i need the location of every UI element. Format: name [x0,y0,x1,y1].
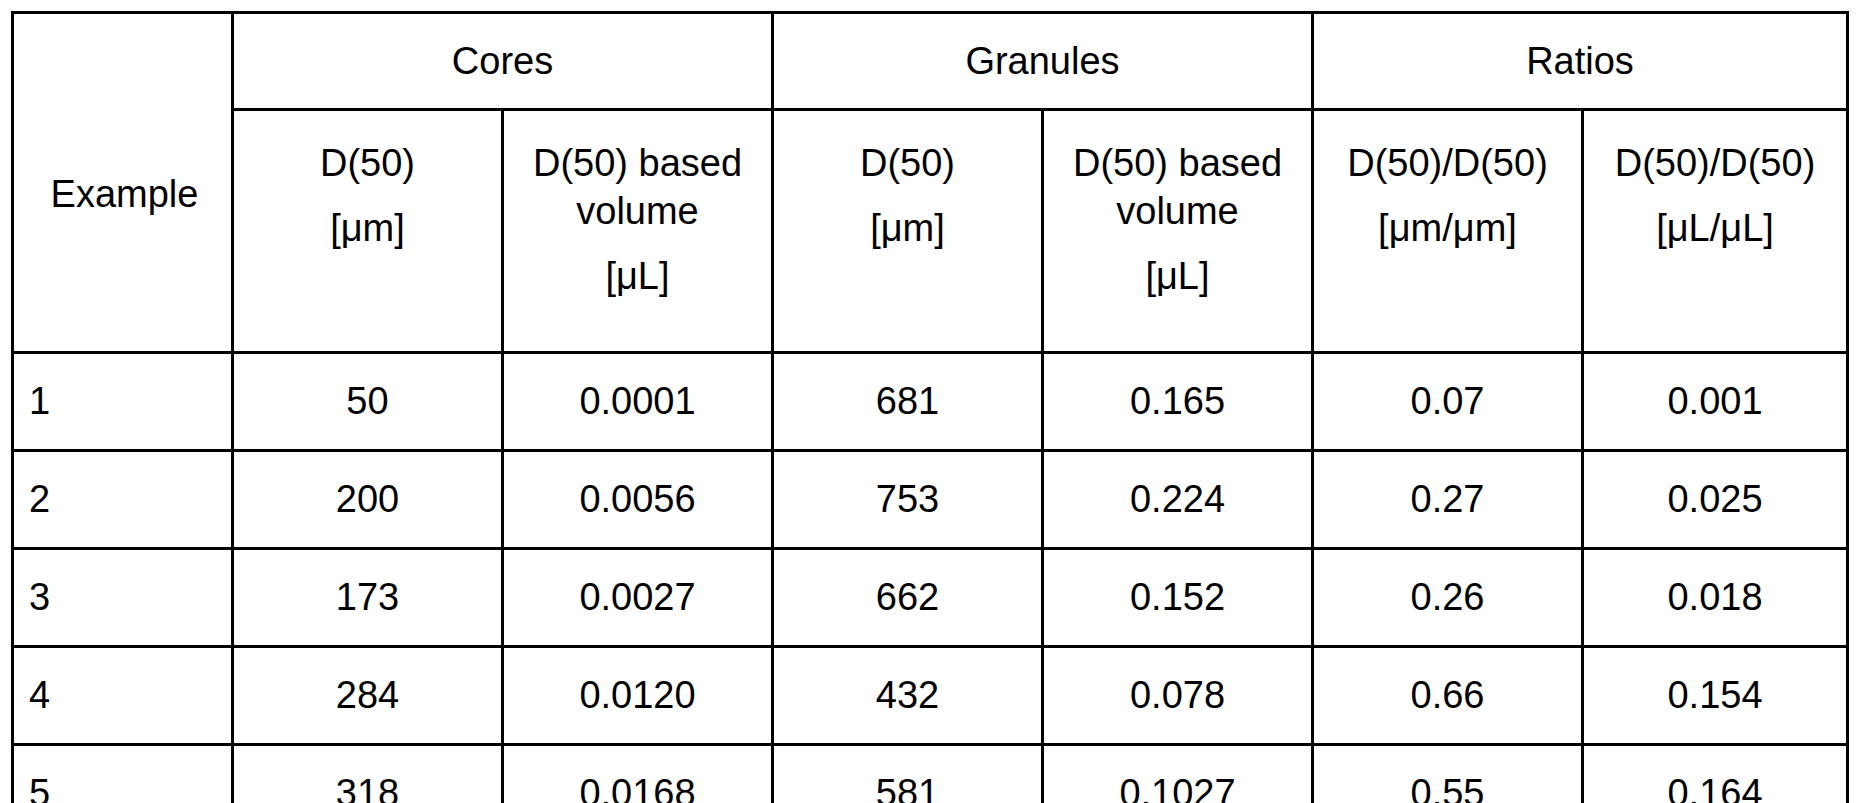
cell-ratio-ul: 0.154 [1583,647,1848,745]
cell-cores-volume: 0.0027 [503,549,773,647]
cell-cores-d50: 173 [233,549,503,647]
cell-cores-d50: 284 [233,647,503,745]
cell-granules-d50: 662 [773,549,1043,647]
table-row: 2 200 0.0056 753 0.224 0.27 0.025 [13,451,1848,549]
corner-header-cell: Example [13,13,233,353]
group-header-row: Example Cores Granules Ratios [13,13,1848,110]
subheader-cores-d50-unit: [μm] [254,204,481,252]
cell-ratio-um: 0.27 [1313,451,1583,549]
subheader-ratio-um: D(50)/D(50) [μm/μm] [1313,110,1583,353]
table-row: 1 50 0.0001 681 0.165 0.07 0.001 [13,353,1848,451]
subheader-granules-volume-unit: [μL] [1064,252,1291,300]
subheader-granules-volume: D(50) based volume [μL] [1043,110,1313,353]
cell-cores-volume: 0.0168 [503,745,773,803]
cell-cores-volume: 0.0120 [503,647,773,745]
cell-granules-d50: 681 [773,353,1043,451]
subheader-ratio-um-title: D(50)/D(50) [1334,139,1561,187]
subheader-granules-d50-title: D(50) [794,139,1021,187]
sub-header-row: D(50) [μm] D(50) based volume [μL] D(50)… [13,110,1848,353]
cell-granules-d50: 753 [773,451,1043,549]
document-page: Example Cores Granules Ratios D(50) [μm]… [0,0,1862,803]
particle-size-table: Example Cores Granules Ratios D(50) [μm]… [11,11,1849,803]
cell-granules-volume: 0.165 [1043,353,1313,451]
table-row: 5 318 0.0168 581 0.1027 0.55 0.164 [13,745,1848,803]
cell-ratio-um: 0.66 [1313,647,1583,745]
cell-granules-d50: 432 [773,647,1043,745]
cell-ratio-um: 0.26 [1313,549,1583,647]
subheader-cores-volume-title: D(50) based volume [524,139,751,235]
subheader-granules-volume-title: D(50) based volume [1064,139,1291,235]
subheader-ratio-ul-title: D(50)/D(50) [1604,139,1826,187]
cell-ratio-ul: 0.018 [1583,549,1848,647]
group-header-cores: Cores [233,13,773,110]
cell-cores-d50: 50 [233,353,503,451]
subheader-ratio-ul: D(50)/D(50) [μL/μL] [1583,110,1848,353]
cell-ratio-ul: 0.025 [1583,451,1848,549]
cell-granules-volume: 0.1027 [1043,745,1313,803]
cell-ratio-um: 0.55 [1313,745,1583,803]
subheader-granules-d50-unit: [μm] [794,204,1021,252]
cell-granules-volume: 0.224 [1043,451,1313,549]
cell-example: 2 [13,451,233,549]
subheader-cores-volume: D(50) based volume [μL] [503,110,773,353]
subheader-cores-d50-title: D(50) [254,139,481,187]
subheader-ratio-ul-unit: [μL/μL] [1604,204,1826,252]
group-header-ratios: Ratios [1313,13,1848,110]
corner-header-label: Example [51,173,199,215]
cell-ratio-ul: 0.001 [1583,353,1848,451]
cell-granules-volume: 0.078 [1043,647,1313,745]
cell-ratio-um: 0.07 [1313,353,1583,451]
cell-granules-d50: 581 [773,745,1043,803]
cell-example: 1 [13,353,233,451]
group-header-granules: Granules [773,13,1313,110]
cell-cores-d50: 200 [233,451,503,549]
table-row: 3 173 0.0027 662 0.152 0.26 0.018 [13,549,1848,647]
subheader-cores-d50: D(50) [μm] [233,110,503,353]
cell-example: 3 [13,549,233,647]
cell-example: 5 [13,745,233,803]
cell-ratio-ul: 0.164 [1583,745,1848,803]
subheader-granules-d50: D(50) [μm] [773,110,1043,353]
cell-cores-d50: 318 [233,745,503,803]
cell-example: 4 [13,647,233,745]
subheader-ratio-um-unit: [μm/μm] [1334,204,1561,252]
cell-cores-volume: 0.0056 [503,451,773,549]
cell-cores-volume: 0.0001 [503,353,773,451]
subheader-cores-volume-unit: [μL] [524,252,751,300]
table-row: 4 284 0.0120 432 0.078 0.66 0.154 [13,647,1848,745]
cell-granules-volume: 0.152 [1043,549,1313,647]
